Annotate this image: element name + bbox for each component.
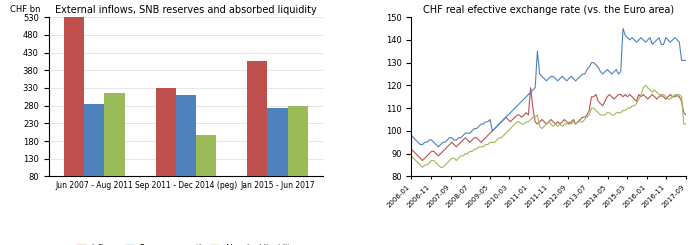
Real - PPI-based	[529, 116, 537, 119]
Real - CPI-based	[488, 129, 496, 132]
Real - CPI-based	[682, 113, 690, 116]
Bar	[176, 95, 196, 176]
Real - CPI-based	[531, 120, 539, 123]
Title: External inflows, SNB reserves and absorbed liquidity: External inflows, SNB reserves and absor…	[55, 5, 317, 15]
Nominal	[434, 145, 442, 148]
Legend: Inflows, Reserves growth, Absorbed liquidity: Inflows, Reserves growth, Absorbed liqui…	[73, 241, 299, 245]
Nominal	[682, 59, 690, 62]
Real - PPI-based	[441, 164, 449, 167]
Nominal	[441, 141, 449, 144]
Line: Real - PPI-based: Real - PPI-based	[411, 86, 686, 167]
Bar	[64, 14, 85, 176]
Real - CPI-based	[419, 159, 427, 162]
Real - PPI-based	[632, 102, 640, 105]
Real - CPI-based	[635, 93, 643, 96]
Real - CPI-based	[441, 148, 449, 151]
Bar	[267, 108, 288, 176]
Nominal	[437, 143, 445, 146]
Real - PPI-based	[682, 122, 690, 125]
Real - PPI-based	[641, 84, 649, 87]
Nominal	[529, 88, 537, 91]
Bar	[85, 104, 105, 176]
Real - PPI-based	[419, 166, 427, 169]
Real - PPI-based	[488, 141, 496, 144]
Real - CPI-based	[437, 152, 445, 155]
Bar	[288, 106, 308, 176]
Real - CPI-based	[425, 152, 433, 155]
Line: Nominal: Nominal	[411, 28, 686, 147]
Real - PPI-based	[425, 161, 433, 164]
Bar	[247, 61, 267, 176]
Text: CHF bn: CHF bn	[10, 5, 40, 14]
Nominal	[619, 27, 627, 30]
Title: CHF real efective exchange rate (vs. the Euro area): CHF real efective exchange rate (vs. the…	[423, 5, 674, 15]
Nominal	[635, 38, 643, 41]
Real - PPI-based	[407, 154, 415, 157]
Real - CPI-based	[527, 86, 535, 89]
Nominal	[488, 129, 496, 132]
Line: Real - CPI-based: Real - CPI-based	[411, 88, 686, 160]
Real - CPI-based	[407, 148, 415, 151]
Bar	[156, 88, 176, 176]
Real - PPI-based	[437, 166, 445, 169]
Nominal	[423, 141, 431, 144]
Nominal	[407, 134, 415, 137]
Bar	[105, 93, 125, 176]
Bar	[196, 135, 216, 176]
